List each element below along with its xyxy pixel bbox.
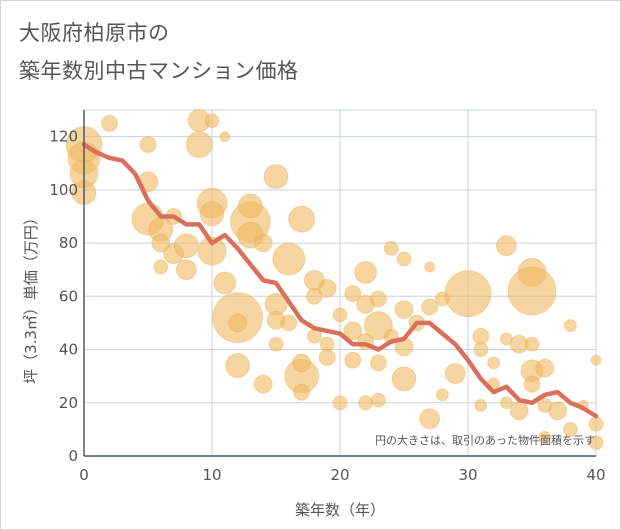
data-bubble xyxy=(228,313,248,333)
data-bubble xyxy=(268,336,284,352)
data-bubble xyxy=(101,114,119,132)
y-tick-label: 80 xyxy=(59,234,78,252)
data-bubble xyxy=(153,259,169,275)
y-tick-label: 120 xyxy=(49,128,78,146)
data-bubble xyxy=(263,164,289,190)
data-bubble xyxy=(588,416,604,432)
data-bubble xyxy=(444,362,466,384)
data-bubble xyxy=(421,298,439,316)
data-bubble xyxy=(292,353,312,373)
data-bubble xyxy=(535,358,555,378)
x-tick-label: 40 xyxy=(586,466,605,484)
data-bubble xyxy=(219,131,231,143)
chart-title-line2: 築年数別中古マンション価格 xyxy=(19,59,299,83)
data-bubble xyxy=(499,396,513,410)
data-bubble xyxy=(444,270,492,318)
x-tick-label: 10 xyxy=(202,466,221,484)
data-bubble xyxy=(495,235,517,257)
data-bubble xyxy=(394,300,414,320)
data-bubble xyxy=(487,356,501,370)
data-bubble xyxy=(253,233,273,253)
data-bubble xyxy=(358,395,374,411)
data-bubble xyxy=(151,233,171,253)
data-bubble xyxy=(474,398,488,412)
data-bubble xyxy=(204,113,220,129)
data-bubble xyxy=(343,321,363,341)
data-bubble xyxy=(473,342,489,358)
data-bubble xyxy=(293,383,311,401)
data-bubble xyxy=(538,430,552,444)
y-tick-label: 20 xyxy=(59,394,78,412)
data-bubble xyxy=(419,408,441,430)
data-bubble xyxy=(318,349,336,367)
data-bubble xyxy=(369,290,387,308)
x-tick-label: 0 xyxy=(79,466,89,484)
data-bubble xyxy=(332,307,348,323)
data-bubble xyxy=(213,271,237,295)
data-bubble xyxy=(185,131,213,159)
data-bubble xyxy=(524,336,540,352)
x-tick-label: 20 xyxy=(330,466,349,484)
data-bubble xyxy=(548,401,568,421)
data-bubble xyxy=(317,278,337,298)
bubble-series xyxy=(65,109,604,451)
data-bubble xyxy=(507,266,557,316)
data-bubble xyxy=(305,287,323,305)
data-bubble xyxy=(344,351,362,369)
data-bubble xyxy=(435,388,449,402)
data-bubble xyxy=(472,327,490,345)
size-annotation: 円の大きさは、取引のあった物件面積を示す xyxy=(375,433,595,447)
y-tick-label: 100 xyxy=(49,181,78,199)
data-bubble xyxy=(344,285,362,303)
data-bubble xyxy=(562,421,578,437)
data-bubble xyxy=(253,374,273,394)
data-bubble xyxy=(139,136,157,154)
data-bubble xyxy=(280,314,298,332)
data-bubble xyxy=(288,205,316,233)
y-tick-label: 0 xyxy=(68,447,78,465)
data-bubble xyxy=(509,401,529,421)
x-tick-label: 30 xyxy=(458,466,477,484)
data-bubble xyxy=(197,236,227,266)
data-bubble xyxy=(354,260,378,284)
trend-line-series xyxy=(81,142,599,419)
data-bubble xyxy=(237,193,263,219)
y-axis-title: 坪（3.3㎡）単価（万円） xyxy=(22,210,40,384)
data-bubble xyxy=(424,261,436,273)
data-bubble xyxy=(225,353,251,379)
data-bubble xyxy=(332,395,348,411)
y-tick-label: 60 xyxy=(59,287,78,305)
x-axis-title: 築年数（年） xyxy=(295,501,385,519)
axes: 0 20 40 60 80 100 120 0 10 20 30 40 xyxy=(49,110,606,484)
data-bubble xyxy=(199,201,225,227)
data-bubble xyxy=(391,366,417,392)
data-bubble xyxy=(590,354,602,366)
data-bubble xyxy=(396,251,412,267)
chart-title-line1: 大阪府柏原市の xyxy=(19,21,170,45)
data-bubble xyxy=(175,259,197,281)
trend-line xyxy=(81,142,599,419)
data-bubble xyxy=(173,233,199,259)
data-bubble xyxy=(588,435,604,451)
data-bubble xyxy=(383,240,399,256)
data-bubble xyxy=(369,354,387,372)
data-bubble xyxy=(563,319,577,333)
data-bubble xyxy=(370,392,386,408)
data-bubble xyxy=(523,375,541,393)
data-bubble xyxy=(272,242,306,276)
y-tick-label: 40 xyxy=(59,341,78,359)
